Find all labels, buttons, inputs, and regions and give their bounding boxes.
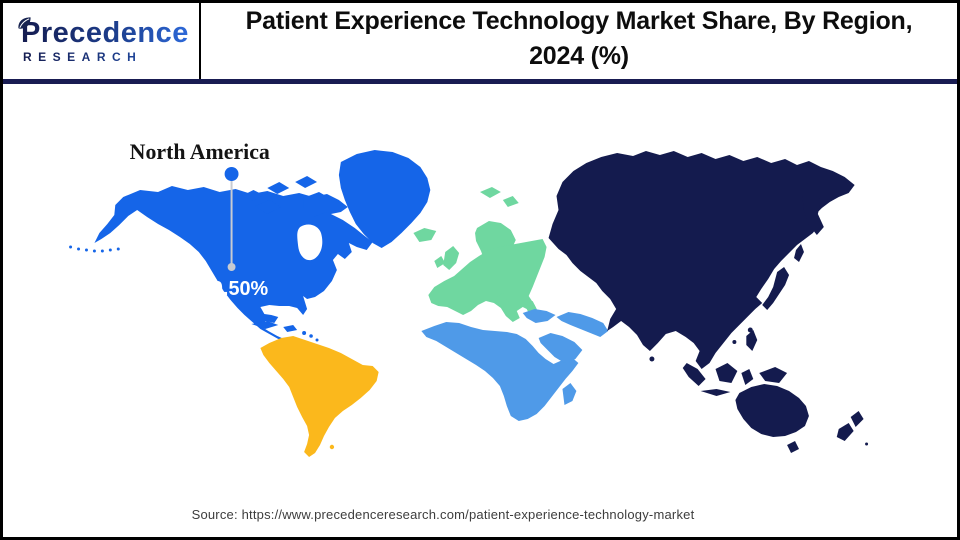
region-north-america <box>69 150 431 353</box>
baffin-island <box>303 192 333 217</box>
aleutian-island <box>77 247 81 251</box>
italy <box>493 293 518 320</box>
svalbard-1 <box>480 187 501 198</box>
tasmania <box>787 441 799 453</box>
map-area: North America 40.50% Source: https://www… <box>3 84 957 534</box>
region-south-america <box>260 336 379 457</box>
gulf-of-california-water <box>204 284 221 318</box>
hudson-bay-water <box>297 224 323 261</box>
water-overlays <box>204 224 323 318</box>
sumatra <box>682 363 706 386</box>
logo-subtext: RESEARCH <box>19 51 199 63</box>
arctic-island-2 <box>267 182 290 194</box>
caribbean-island <box>302 331 307 335</box>
victoria-island <box>255 200 282 214</box>
new-zealand-south <box>836 423 854 441</box>
region-value-north-america: 40.50% <box>201 278 269 300</box>
sri-lanka <box>649 356 655 362</box>
great-britain <box>443 246 460 270</box>
svalbard-2 <box>502 196 519 207</box>
philippines <box>746 330 758 351</box>
aleutian-island <box>108 248 112 252</box>
falkland-islands <box>329 444 335 450</box>
region-asia-pacific <box>548 151 869 453</box>
caribbean-island <box>309 334 313 338</box>
africa-mainland <box>421 322 579 421</box>
hispaniola <box>283 325 298 332</box>
arabian-peninsula <box>538 333 583 363</box>
logo-wordmark: Precedence <box>19 19 199 48</box>
callout-dot-bottom <box>227 263 236 271</box>
new-guinea <box>759 367 788 383</box>
hainan <box>732 340 737 344</box>
japan <box>762 267 790 310</box>
title-box: Patient Experience Technology Market Sha… <box>201 3 957 79</box>
north-america-callout: North America 40.50% <box>130 139 270 300</box>
asia-mainland <box>548 151 855 369</box>
pacific-island <box>865 442 869 446</box>
world-map: North America 40.50% <box>69 139 869 457</box>
sakhalin <box>794 244 804 262</box>
header: Precedence RESEARCH Patient Experience T… <box>3 3 957 84</box>
java <box>700 389 731 396</box>
iceland <box>413 228 437 242</box>
region-middle-east-africa <box>421 309 609 421</box>
kamchatka <box>801 182 824 235</box>
borneo <box>715 363 738 383</box>
leaf-icon <box>17 16 32 36</box>
arctic-island-3 <box>295 176 318 188</box>
aleutian-island <box>92 249 96 253</box>
callout-dot-top <box>224 167 239 181</box>
australia <box>735 384 809 437</box>
iran-central-asia <box>556 312 609 337</box>
caribbean-island <box>315 338 319 342</box>
south-america-mainland <box>260 336 379 457</box>
turkey <box>522 309 556 323</box>
source-note: Source: https://www.precedenceresearch.c… <box>191 507 695 522</box>
region-label-north-america: North America <box>130 139 270 164</box>
logo: Precedence RESEARCH <box>3 3 201 79</box>
europe-mainland <box>428 239 547 322</box>
arctic-island-1 <box>241 190 264 201</box>
region-europe <box>413 187 547 322</box>
sulawesi <box>741 369 754 385</box>
aleutian-island <box>116 247 120 251</box>
chart-title: Patient Experience Technology Market Sha… <box>245 7 913 70</box>
madagascar <box>562 383 577 405</box>
taiwan <box>747 327 753 333</box>
greenland <box>338 150 431 248</box>
aleutian-island <box>69 245 73 249</box>
cuba <box>251 321 279 329</box>
ireland <box>434 256 446 268</box>
aleutian-island <box>84 248 88 252</box>
aleutian-island <box>100 249 104 253</box>
new-zealand-north <box>850 411 864 427</box>
